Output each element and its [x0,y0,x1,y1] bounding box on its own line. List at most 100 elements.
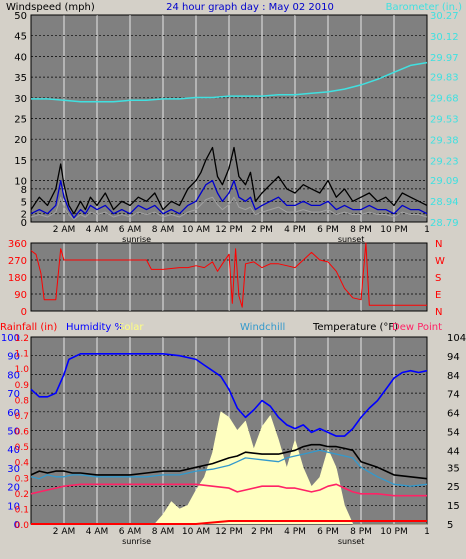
time-tick-label: 6 PM [317,225,339,235]
barometer-tick-label: 29.09 [430,176,459,187]
barometer-axis-label: Barometer (in.) [386,2,462,13]
rainfall-tick-label: 1.2 [15,334,29,344]
windspeed-tick-label: 20 [14,135,27,146]
temperature-tick-label: 94 [447,352,460,363]
temperature-tick-label: 5 [447,520,453,531]
rainfall-axis-label: Rainfall (in) [0,322,57,333]
time-tick-label: 4 AM [86,527,109,537]
barometer-tick-label: 29.97 [430,53,459,64]
humidity-tick-label: 20 [7,483,20,494]
windspeed-tick-label: 0 [21,218,27,229]
rainfall-tick-label: 0.8 [15,396,30,406]
rainfall-tick-label: 0.2 [15,490,29,500]
windspeed-tick-label: 45 [14,32,27,43]
time-tick-label: 6 PM [317,527,339,537]
temperature-tick-label: 44 [447,446,460,457]
wind-direction-line [30,242,427,308]
dewpoint-legend-label: Dew Point [392,322,442,333]
wind-gust-line [30,146,428,215]
sunset-label: sunset [338,537,365,546]
temperature-tick-label: 25 [447,482,460,493]
windspeed-tick-label: 35 [14,73,27,84]
temperature-tick-label: 35 [447,463,460,474]
time-tick-end: 1 [424,527,430,537]
time-tick-label: 10 AM [182,225,210,235]
time-tick-label: 8 AM [152,527,175,537]
rainfall-tick-label: 1.1 [15,350,29,360]
windspeed-tick-label: 30 [14,94,27,105]
barometer-tick-label: 30.12 [430,32,459,43]
rainfall-tick-label: 0.6 [15,428,30,438]
sunrise-label: sunrise [122,537,151,546]
temperature-tick-label: 15 [447,501,460,512]
time-tick-label: 10 PM [380,225,408,235]
barometer-tick-label: 28.94 [430,197,459,208]
humidity-tick-label: 80 [7,370,20,381]
rainfall-tick-label: 0.0 [15,521,30,531]
time-tick-label: 2 AM [53,225,76,235]
compass-tick-label: N [435,307,442,318]
rainfall-tick-label: 0.1 [15,505,29,515]
time-tick-label: 6 AM [119,527,142,537]
humidity-tick-label: 70 [7,389,20,400]
direction-tick-label: 270 [8,256,27,267]
windspeed-tick-label: 8 [21,185,27,196]
time-tick-label: 10 AM [182,527,210,537]
humidity-tick-label: 40 [7,445,20,456]
direction-tick-label: 0 [21,307,27,318]
wind-average-line [30,179,428,219]
solar-legend-label: Solar [118,322,144,333]
humidity-line [30,353,428,437]
time-tick-label: 4 PM [284,527,306,537]
direction-tick-label: 180 [8,273,27,284]
windspeed-tick-label: 50 [14,11,27,22]
humidity-tick-label: 50 [7,427,20,438]
time-tick-label: 2 AM [53,527,76,537]
barometer-tick-label: 28.79 [430,218,459,229]
dewpoint-line [30,483,427,497]
wind-light-line [30,196,428,220]
time-tick-label: 4 AM [86,225,109,235]
chart-title: 24 hour graph day : May 02 2010 [166,2,334,13]
direction-tick-label: 90 [14,290,27,301]
barometer-tick-label: 29.23 [430,156,459,167]
humidity-tick-label: 100 [1,333,20,344]
rainfall-tick-label: 0.4 [15,459,30,469]
barometer-tick-label: 30.27 [430,11,459,22]
humidity-tick-label: 60 [7,408,20,419]
barometer-line [31,61,428,103]
time-tick-label: 12 PM [215,527,243,537]
windspeed-tick-label: 40 [14,52,27,63]
time-tick-label: 2 PM [251,527,273,537]
windspeed-tick-label: 2 [21,210,27,221]
temperature-line [30,443,428,480]
humidity-legend-label: Humidity % [66,322,124,333]
temperature-tick-label: 104 [447,333,466,344]
time-tick-label: 12 PM [215,225,243,235]
rainfall-tick-label: 0.3 [15,474,29,484]
windchill-line [30,449,428,487]
windspeed-tick-label: 10 [14,177,27,188]
windchill-legend-label: Windchill [240,322,285,333]
time-tick-label: 6 AM [119,225,142,235]
compass-tick-label: S [435,273,441,284]
solar-area [31,411,427,525]
sunrise-label: sunrise [122,235,151,244]
compass-tick-label: N [435,239,442,250]
compass-tick-label: E [435,290,441,301]
barometer-tick-label: 29.38 [430,135,459,146]
sunset-label: sunset [338,235,365,244]
windspeed-tick-label: 5 [21,197,27,208]
humidity-tick-label: 30 [7,464,20,475]
time-tick-label: 10 PM [380,527,408,537]
time-tick-label: 2 PM [251,225,273,235]
windspeed-axis-label: Windspeed (mph) [6,2,95,13]
temperature-tick-label: 64 [447,409,460,420]
time-tick-label: 4 PM [284,225,306,235]
windspeed-tick-label: 25 [14,115,27,126]
barometer-tick-label: 29.68 [430,94,459,105]
compass-tick-label: W [435,256,445,267]
time-tick-label: 8 PM [350,527,372,537]
rainfall-tick-label: 0.9 [15,381,30,391]
